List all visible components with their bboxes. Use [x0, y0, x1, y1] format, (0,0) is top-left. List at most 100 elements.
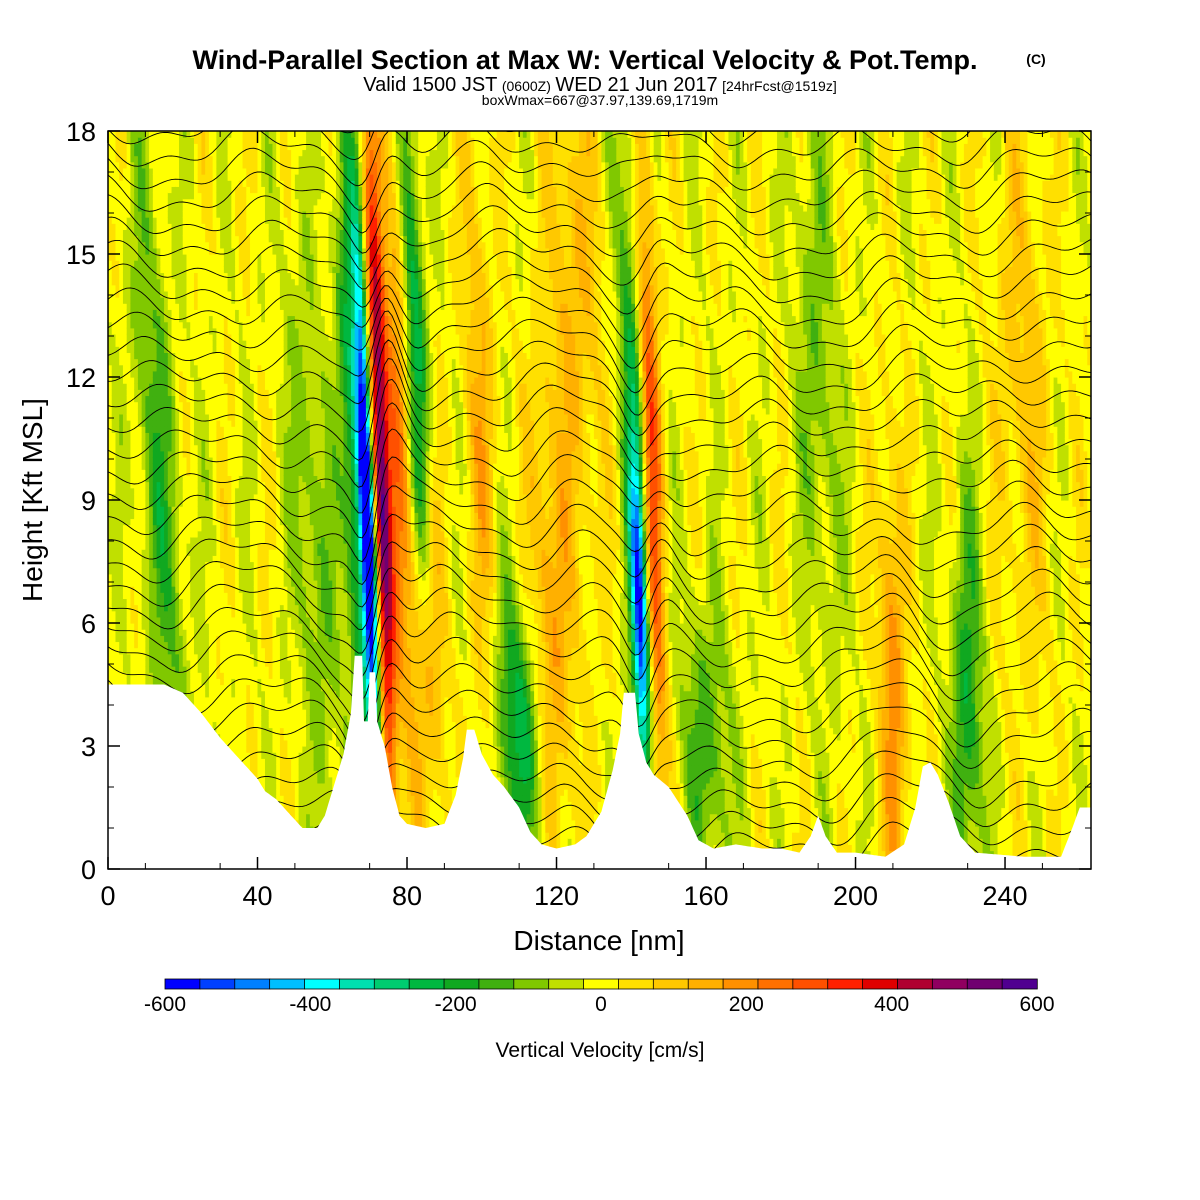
velocity-cell: [112, 445, 116, 452]
velocity-cell: [119, 143, 123, 150]
title-mark: (C): [1026, 51, 1045, 67]
velocity-cell: [119, 174, 123, 181]
velocity-cell: [142, 383, 146, 390]
velocity-cell: [142, 457, 146, 464]
velocity-cell: [112, 574, 116, 581]
velocity-cell: [145, 168, 149, 175]
chart: Wind-Parallel Section at Max W: Vertical…: [0, 0, 1200, 1200]
velocity-cell: [112, 592, 116, 599]
velocity-cell: [112, 279, 116, 286]
velocity-cell: [130, 254, 134, 261]
velocity-cell: [149, 352, 153, 359]
velocity-cell: [134, 402, 138, 409]
velocity-cell: [119, 322, 123, 329]
velocity-cell: [119, 562, 123, 569]
velocity-cell: [119, 365, 123, 372]
velocity-cell: [130, 322, 134, 329]
velocity-cell: [134, 598, 138, 605]
velocity-cell: [138, 678, 142, 685]
velocity-cell: [115, 143, 119, 150]
velocity-cell: [142, 439, 146, 446]
velocity-cell: [123, 666, 127, 673]
velocity-cell: [130, 617, 134, 624]
velocity-cell: [119, 678, 123, 685]
velocity-cell: [127, 518, 131, 525]
velocity-cell: [123, 254, 127, 261]
velocity-cell: [134, 174, 138, 181]
velocity-cell: [127, 635, 131, 642]
velocity-cell: [130, 500, 134, 507]
velocity-cell: [119, 549, 123, 556]
velocity-cell: [119, 229, 123, 236]
velocity-cell: [130, 623, 134, 630]
velocity-cell: [130, 562, 134, 569]
velocity-cell: [127, 389, 131, 396]
velocity-cell: [142, 334, 146, 341]
velocity-cell: [127, 641, 131, 648]
velocity-cell: [115, 432, 119, 439]
velocity-cell: [130, 451, 134, 458]
velocity-cell: [142, 537, 146, 544]
velocity-cell: [127, 648, 131, 655]
velocity-cell: [123, 469, 127, 476]
velocity-cell: [123, 678, 127, 685]
velocity-cell: [130, 414, 134, 421]
velocity-cell: [115, 402, 119, 409]
velocity-cell: [112, 316, 116, 323]
velocity-cell: [115, 186, 119, 193]
velocity-cell: [119, 149, 123, 156]
velocity-cell: [119, 242, 123, 249]
velocity-cell: [127, 359, 131, 366]
velocity-cell: [115, 586, 119, 593]
velocity-cell: [134, 432, 138, 439]
velocity-cell: [134, 672, 138, 679]
velocity-cell: [123, 383, 127, 390]
velocity-cell: [115, 574, 119, 581]
velocity-cell: [149, 568, 153, 575]
velocity-cell: [130, 580, 134, 587]
velocity-cell: [134, 408, 138, 415]
velocity-cell: [119, 439, 123, 446]
velocity-cell: [115, 611, 119, 618]
velocity-cell: [142, 426, 146, 433]
velocity-cell: [142, 678, 146, 685]
velocity-cell: [142, 328, 146, 335]
velocity-cell: [127, 672, 131, 679]
velocity-cell: [149, 666, 153, 673]
velocity-cell: [149, 328, 153, 335]
velocity-cell: [130, 272, 134, 279]
velocity-cell: [112, 525, 116, 532]
velocity-cell: [130, 346, 134, 353]
velocity-cell: [115, 457, 119, 464]
velocity-cell: [123, 229, 127, 236]
velocity-cell: [119, 488, 123, 495]
velocity-cell: [112, 303, 116, 310]
velocity-cell: [134, 377, 138, 384]
velocity-cell: [123, 451, 127, 458]
velocity-cell: [149, 611, 153, 618]
velocity-cell: [145, 494, 149, 501]
velocity-cell: [119, 648, 123, 655]
velocity-cell: [145, 648, 149, 655]
velocity-cell: [149, 402, 153, 409]
velocity-cell: [138, 162, 142, 169]
velocity-cell: [130, 475, 134, 482]
velocity-cell: [149, 346, 153, 353]
velocity-cell: [134, 322, 138, 329]
velocity-cell: [127, 408, 131, 415]
velocity-cell: [149, 629, 153, 636]
velocity-cell: [145, 586, 149, 593]
velocity-cell: [142, 623, 146, 630]
velocity-cell: [123, 654, 127, 661]
velocity-cell: [130, 236, 134, 243]
velocity-cell: [142, 180, 146, 187]
velocity-cell: [138, 143, 142, 150]
velocity-cell: [130, 648, 134, 655]
velocity-cell: [123, 592, 127, 599]
velocity-cell: [138, 469, 142, 476]
velocity-cell: [138, 525, 142, 532]
velocity-cell: [115, 635, 119, 642]
velocity-cell: [145, 322, 149, 329]
velocity-cell: [112, 598, 116, 605]
velocity-cell: [149, 463, 153, 470]
